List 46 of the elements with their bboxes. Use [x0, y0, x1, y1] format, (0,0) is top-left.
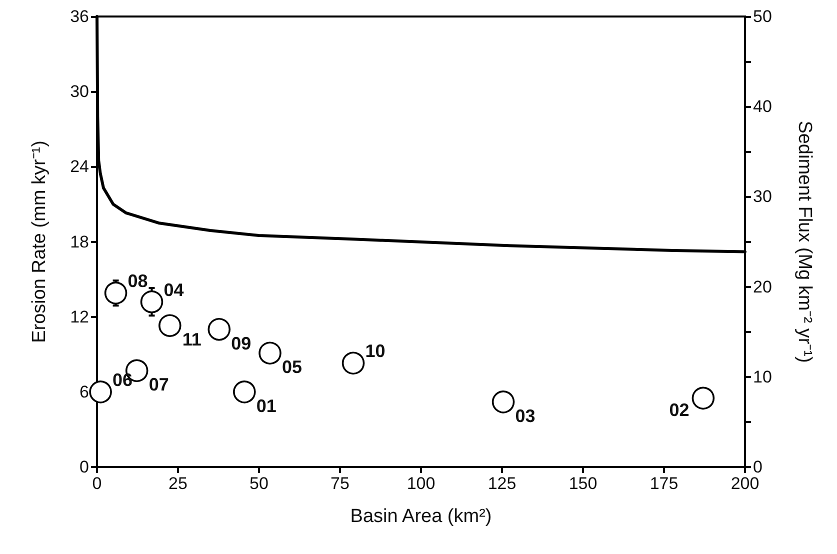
x-tick-label: 150 [568, 474, 598, 493]
point [104, 282, 128, 304]
annotation: 04 [164, 280, 184, 300]
point [233, 380, 256, 404]
annotation: 05 [282, 357, 302, 378]
y2-tick-label: 40 [753, 97, 772, 116]
y2-tick-label: 10 [753, 367, 772, 386]
point [692, 386, 715, 410]
y2-tick-label: 50 [753, 7, 772, 26]
y-axis-title: Erosion Rate (mm kyr⁻¹) [29, 140, 50, 343]
annotation: 03 [515, 406, 536, 426]
y2-tick-label: 0 [753, 458, 762, 476]
x-tick-label: 75 [330, 474, 350, 493]
x-tick-label: 25 [168, 474, 188, 493]
annotation: 07 [148, 374, 169, 395]
annotation: 02 [669, 400, 690, 420]
point [140, 290, 164, 314]
point [342, 352, 365, 375]
annotation: 01 [256, 396, 276, 416]
annotation: 08 [128, 271, 148, 292]
x-tick-label: 200 [730, 474, 760, 493]
y-tick-label: 6 [80, 382, 89, 402]
y2-tick-label: 20 [753, 277, 772, 296]
point [258, 342, 282, 365]
x-tick-label: 0 [92, 474, 102, 493]
point [492, 390, 515, 414]
annotation: 10 [365, 341, 386, 362]
y-tick-label: 36 [70, 7, 89, 26]
y-tick-label: 18 [70, 232, 89, 252]
y2-tick-label: 30 [753, 187, 772, 206]
y-tick-label: 24 [70, 157, 89, 176]
annotation: 06 [112, 370, 133, 390]
annotation: 11 [182, 330, 202, 350]
y-tick-label: 30 [70, 82, 89, 102]
y2-axis-title: Sediment Flux (Mg km⁻² yr⁻¹) [794, 120, 815, 363]
annotation: 09 [231, 333, 252, 354]
x-tick-label: 100 [406, 474, 436, 493]
y-tick-label: 12 [70, 307, 89, 326]
point [89, 380, 112, 404]
point [208, 318, 231, 341]
x-tick-label: 175 [650, 474, 678, 493]
x-tick-label: 125 [488, 474, 516, 493]
y-tick-label: 0 [80, 458, 89, 476]
point [158, 314, 182, 337]
x-tick-label: 50 [250, 474, 268, 493]
x-axis-title: Basin Area (km²) [350, 506, 492, 527]
